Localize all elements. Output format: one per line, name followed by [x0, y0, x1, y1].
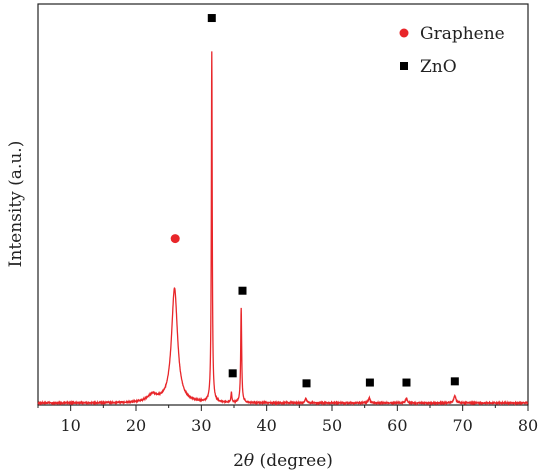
x-tick-label: 70: [452, 416, 472, 435]
zno-peak-marker: [302, 379, 311, 388]
zno-peak-marker: [207, 14, 216, 23]
zno-peak-marker: [450, 377, 459, 386]
x-tick-label: 80: [518, 416, 538, 435]
x-axis-title-suffix: (degree): [254, 451, 333, 471]
x-tick-label: 10: [60, 416, 80, 435]
legend: Graphene ZnO: [399, 24, 505, 77]
x-axis-title: 2θ (degree): [233, 451, 333, 471]
y-axis-title: Intensity (a.u.): [6, 141, 26, 268]
x-axis-ticks: 10 20 30 40 50 60 70 80: [37, 405, 538, 435]
graphene-peak-marker: [170, 234, 180, 244]
x-tick-label: 60: [387, 416, 407, 435]
x-axis-title-symbol: θ: [244, 451, 254, 471]
legend-graphene-marker: [399, 28, 409, 38]
legend-zno-label: ZnO: [420, 57, 457, 77]
xrd-pattern-line: [37, 51, 529, 406]
zno-peak-marker: [228, 369, 237, 378]
plot-frame: [37, 3, 529, 406]
x-axis-title-prefix: 2: [233, 451, 244, 471]
zno-peak-marker: [402, 378, 411, 387]
legend-zno-marker: [400, 62, 408, 70]
zno-peak-marker: [238, 286, 247, 295]
peak-markers: [170, 14, 459, 388]
x-tick-label: 30: [191, 416, 211, 435]
zno-peak-marker: [365, 378, 374, 387]
x-tick-label: 40: [256, 416, 276, 435]
legend-graphene-label: Graphene: [420, 24, 505, 44]
x-tick-label: 20: [126, 416, 146, 435]
x-tick-label: 50: [322, 416, 342, 435]
